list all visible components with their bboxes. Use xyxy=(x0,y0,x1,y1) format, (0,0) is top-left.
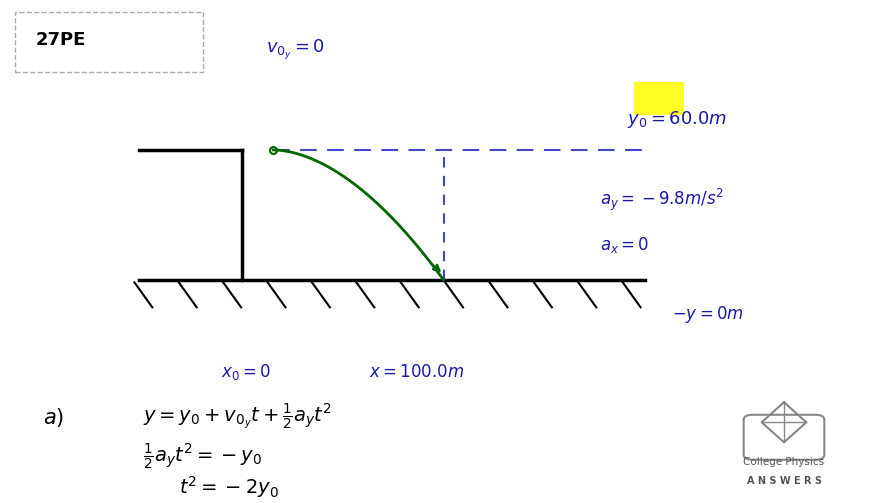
Text: College Physics: College Physics xyxy=(744,457,824,467)
Text: $a_y = -9.8 m/s^2$: $a_y = -9.8 m/s^2$ xyxy=(600,187,724,213)
Text: $t^2 = -2y_0$: $t^2 = -2y_0$ xyxy=(179,474,279,500)
Text: $\frac{1}{2}a_y t^2 = -y_0$: $\frac{1}{2}a_y t^2 = -y_0$ xyxy=(143,442,263,472)
FancyBboxPatch shape xyxy=(744,415,824,460)
Text: $y_0= 60.0m$: $y_0= 60.0m$ xyxy=(627,110,728,130)
Text: $y = y_0 + v_{0_y}t + \frac{1}{2}a_y t^2$: $y = y_0 + v_{0_y}t + \frac{1}{2}a_y t^2… xyxy=(143,402,332,432)
Text: $- y = 0m$: $- y = 0m$ xyxy=(672,304,744,325)
FancyBboxPatch shape xyxy=(15,13,203,72)
Text: $x = 100.0m$: $x = 100.0m$ xyxy=(369,364,464,381)
Text: $a)$: $a)$ xyxy=(43,406,65,429)
Text: 27PE: 27PE xyxy=(36,31,86,49)
FancyBboxPatch shape xyxy=(634,82,684,115)
Text: $a_x = 0$: $a_x = 0$ xyxy=(600,235,650,255)
Text: $v_{0_y}=0$: $v_{0_y}=0$ xyxy=(266,38,325,62)
Text: A N S W E R S: A N S W E R S xyxy=(746,476,822,486)
Text: $x_0 = 0$: $x_0 = 0$ xyxy=(221,362,271,382)
